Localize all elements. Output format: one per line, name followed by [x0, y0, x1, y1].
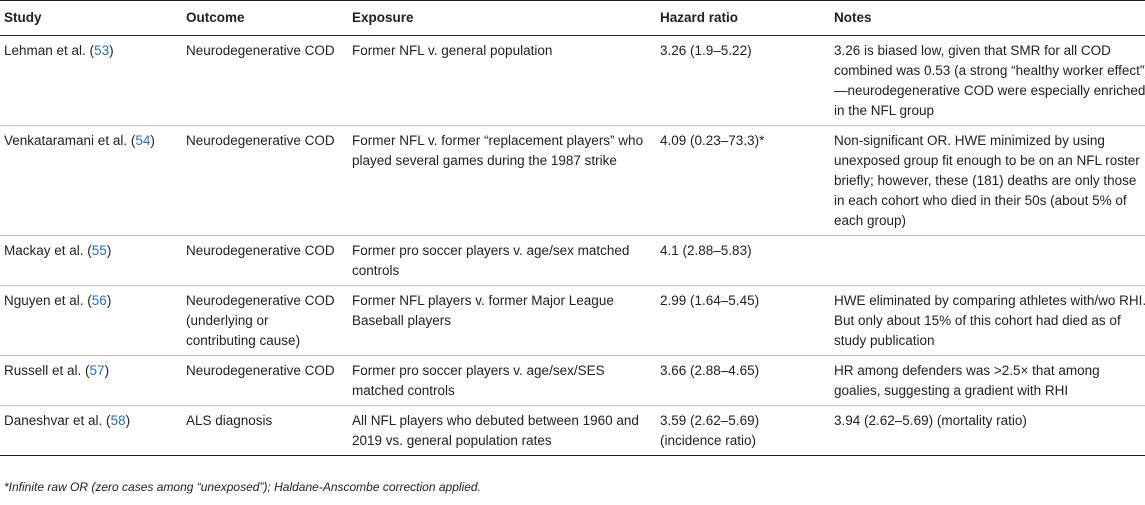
study-text: Lehman et al. ( — [4, 43, 95, 58]
header-hazard-ratio: Hazard ratio — [654, 0, 828, 36]
cell-hazard-ratio: 3.59 (2.62–5.69) (incidence ratio) — [654, 405, 828, 456]
study-text: Mackay et al. ( — [4, 243, 92, 258]
study-close: ) — [109, 43, 114, 58]
header-row: Study Outcome Exposure Hazard ratio Note… — [0, 0, 1145, 36]
cell-hazard-ratio: 3.26 (1.9–5.22) — [654, 35, 828, 126]
table-row: Mackay et al. (55) Neurodegenerative COD… — [0, 235, 1145, 286]
study-text: Daneshvar et al. ( — [4, 413, 111, 428]
cell-outcome: Neurodegenerative COD — [180, 35, 346, 126]
study-close: ) — [125, 413, 131, 428]
study-close: ) — [150, 133, 155, 148]
cell-hazard-ratio: 2.99 (1.64–5.45) — [654, 285, 828, 356]
cell-outcome: Neurodegenerative COD (underlying or con… — [180, 285, 346, 356]
cell-study: Nguyen et al. (56) — [0, 285, 180, 356]
header-exposure: Exposure — [346, 0, 654, 36]
study-close: ) — [106, 293, 112, 308]
table-row: Lehman et al. (53) Neurodegenerative COD… — [0, 35, 1145, 126]
cell-exposure: Former pro soccer players v. age/sex/SES… — [346, 355, 654, 406]
study-text: Russell et al. ( — [4, 363, 90, 378]
cell-notes: HWE eliminated by comparing athletes wit… — [828, 285, 1145, 356]
cell-exposure: Former NFL v. former “replacement player… — [346, 125, 654, 236]
cell-notes: 3.26 is biased low, given that SMR for a… — [828, 35, 1145, 126]
cell-outcome: Neurodegenerative COD — [180, 355, 346, 406]
table-row: Venkataramani et al. (54) Neurodegenerat… — [0, 125, 1145, 236]
cell-exposure: Former NFL players v. former Major Leagu… — [346, 285, 654, 356]
cell-notes: Non-significant OR. HWE minimized by usi… — [828, 125, 1145, 236]
cell-exposure: All NFL players who debuted between 1960… — [346, 405, 654, 456]
reference-link[interactable]: 53 — [94, 43, 110, 58]
cell-outcome: Neurodegenerative COD — [180, 235, 346, 286]
hazard-ratio-table: Study Outcome Exposure Hazard ratio Note… — [0, 0, 1145, 456]
study-close: ) — [106, 243, 112, 258]
header-notes: Notes — [828, 0, 1145, 36]
cell-notes — [828, 235, 1145, 286]
study-text: Nguyen et al. ( — [4, 293, 92, 308]
study-text: Venkataramani et al. ( — [4, 133, 136, 148]
cell-study: Russell et al. (57) — [0, 355, 180, 406]
study-close: ) — [104, 363, 110, 378]
table-row: Daneshvar et al. (58) ALS diagnosis All … — [0, 405, 1145, 456]
table-row: Nguyen et al. (56) Neurodegenerative COD… — [0, 285, 1145, 356]
reference-link[interactable]: 58 — [110, 413, 126, 428]
cell-hazard-ratio: 3.66 (2.88–4.65) — [654, 355, 828, 406]
reference-link[interactable]: 54 — [135, 133, 151, 148]
cell-study: Mackay et al. (55) — [0, 235, 180, 286]
header-outcome: Outcome — [180, 0, 346, 36]
reference-link[interactable]: 55 — [91, 243, 107, 258]
cell-notes: HR among defenders was >2.5× that among … — [828, 355, 1145, 406]
cell-study: Venkataramani et al. (54) — [0, 125, 180, 236]
cell-exposure: Former pro soccer players v. age/sex mat… — [346, 235, 654, 286]
cell-hazard-ratio: 4.09 (0.23–73.3)* — [654, 125, 828, 236]
table-row: Russell et al. (57) Neurodegenerative CO… — [0, 355, 1145, 406]
cell-study: Daneshvar et al. (58) — [0, 405, 180, 456]
cell-notes: 3.94 (2.62–5.69) (mortality ratio) — [828, 405, 1145, 456]
reference-link[interactable]: 56 — [91, 293, 107, 308]
header-study: Study — [0, 0, 180, 36]
reference-link[interactable]: 57 — [89, 363, 105, 378]
cell-exposure: Former NFL v. general population — [346, 35, 654, 126]
cell-hazard-ratio: 4.1 (2.88–5.83) — [654, 235, 828, 286]
table-footnote: *Infinite raw OR (zero cases among “unex… — [4, 480, 481, 494]
cell-study: Lehman et al. (53) — [0, 35, 180, 126]
cell-outcome: ALS diagnosis — [180, 405, 346, 456]
cell-outcome: Neurodegenerative COD — [180, 125, 346, 236]
